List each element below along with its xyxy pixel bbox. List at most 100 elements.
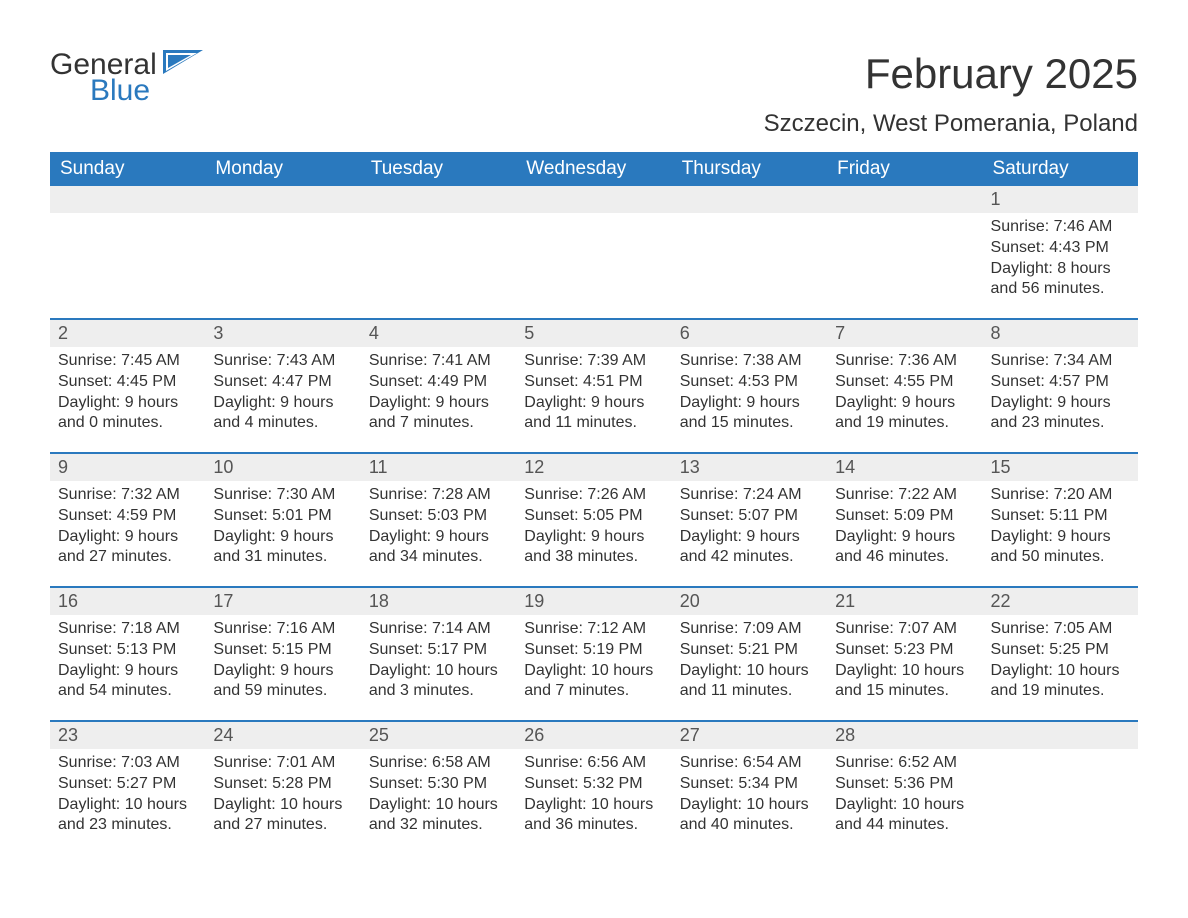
detail-day1: Daylight: 9 hours	[213, 393, 352, 414]
detail-sunrise: Sunrise: 7:30 AM	[213, 485, 352, 506]
calendar-cell: 3Sunrise: 7:43 AMSunset: 4:47 PMDaylight…	[205, 320, 360, 452]
detail-sunset: Sunset: 4:47 PM	[213, 372, 352, 393]
detail-sunrise: Sunrise: 7:07 AM	[835, 619, 974, 640]
detail-sunset: Sunset: 5:13 PM	[58, 640, 197, 661]
day-header-wednesday: Wednesday	[516, 152, 671, 186]
day-number: 21	[827, 588, 982, 615]
calendar-cell: 8Sunrise: 7:34 AMSunset: 4:57 PMDaylight…	[983, 320, 1138, 452]
calendar-cell: 21Sunrise: 7:07 AMSunset: 5:23 PMDayligh…	[827, 588, 982, 720]
weeks-container: 1Sunrise: 7:46 AMSunset: 4:43 PMDaylight…	[50, 186, 1138, 854]
detail-day1: Daylight: 9 hours	[58, 527, 197, 548]
detail-sunrise: Sunrise: 7:38 AM	[680, 351, 819, 372]
day-details: Sunrise: 7:34 AMSunset: 4:57 PMDaylight:…	[983, 347, 1138, 442]
day-number: 14	[827, 454, 982, 481]
calendar-cell: 15Sunrise: 7:20 AMSunset: 5:11 PMDayligh…	[983, 454, 1138, 586]
week-row: 16Sunrise: 7:18 AMSunset: 5:13 PMDayligh…	[50, 586, 1138, 720]
day-details: Sunrise: 6:58 AMSunset: 5:30 PMDaylight:…	[361, 749, 516, 844]
day-header-thursday: Thursday	[672, 152, 827, 186]
day-details: Sunrise: 7:14 AMSunset: 5:17 PMDaylight:…	[361, 615, 516, 710]
detail-day2: and 23 minutes.	[58, 815, 197, 836]
detail-sunrise: Sunrise: 7:18 AM	[58, 619, 197, 640]
detail-sunrise: Sunrise: 7:20 AM	[991, 485, 1130, 506]
detail-day2: and 15 minutes.	[680, 413, 819, 434]
detail-day2: and 31 minutes.	[213, 547, 352, 568]
header: General Blue February 2025 Szczecin, Wes…	[50, 50, 1138, 146]
detail-day2: and 27 minutes.	[58, 547, 197, 568]
day-number	[205, 186, 360, 213]
calendar-cell	[672, 186, 827, 318]
day-number: 25	[361, 722, 516, 749]
day-number	[672, 186, 827, 213]
detail-day2: and 19 minutes.	[835, 413, 974, 434]
detail-sunrise: Sunrise: 7:36 AM	[835, 351, 974, 372]
day-number: 3	[205, 320, 360, 347]
day-details: Sunrise: 7:46 AMSunset: 4:43 PMDaylight:…	[983, 213, 1138, 308]
day-details: Sunrise: 7:38 AMSunset: 4:53 PMDaylight:…	[672, 347, 827, 442]
detail-sunset: Sunset: 5:21 PM	[680, 640, 819, 661]
detail-sunset: Sunset: 5:28 PM	[213, 774, 352, 795]
day-header-tuesday: Tuesday	[361, 152, 516, 186]
calendar-cell: 17Sunrise: 7:16 AMSunset: 5:15 PMDayligh…	[205, 588, 360, 720]
detail-sunset: Sunset: 4:57 PM	[991, 372, 1130, 393]
detail-day2: and 50 minutes.	[991, 547, 1130, 568]
day-number: 27	[672, 722, 827, 749]
detail-sunset: Sunset: 5:07 PM	[680, 506, 819, 527]
detail-day2: and 34 minutes.	[369, 547, 508, 568]
day-number: 28	[827, 722, 982, 749]
detail-sunrise: Sunrise: 7:41 AM	[369, 351, 508, 372]
detail-sunrise: Sunrise: 6:58 AM	[369, 753, 508, 774]
detail-day2: and 4 minutes.	[213, 413, 352, 434]
day-details: Sunrise: 7:22 AMSunset: 5:09 PMDaylight:…	[827, 481, 982, 576]
detail-sunset: Sunset: 5:32 PM	[524, 774, 663, 795]
calendar-cell: 11Sunrise: 7:28 AMSunset: 5:03 PMDayligh…	[361, 454, 516, 586]
detail-day1: Daylight: 9 hours	[524, 527, 663, 548]
detail-sunset: Sunset: 5:27 PM	[58, 774, 197, 795]
day-details: Sunrise: 7:12 AMSunset: 5:19 PMDaylight:…	[516, 615, 671, 710]
detail-sunrise: Sunrise: 7:46 AM	[991, 217, 1130, 238]
calendar-cell: 5Sunrise: 7:39 AMSunset: 4:51 PMDaylight…	[516, 320, 671, 452]
detail-day2: and 44 minutes.	[835, 815, 974, 836]
logo-flag-icon	[163, 50, 203, 74]
calendar-cell: 12Sunrise: 7:26 AMSunset: 5:05 PMDayligh…	[516, 454, 671, 586]
detail-day2: and 46 minutes.	[835, 547, 974, 568]
day-number	[361, 186, 516, 213]
detail-sunset: Sunset: 4:59 PM	[58, 506, 197, 527]
detail-sunrise: Sunrise: 7:14 AM	[369, 619, 508, 640]
month-title: February 2025	[764, 50, 1138, 98]
detail-sunset: Sunset: 5:34 PM	[680, 774, 819, 795]
calendar-cell	[361, 186, 516, 318]
detail-sunset: Sunset: 4:51 PM	[524, 372, 663, 393]
calendar-cell: 9Sunrise: 7:32 AMSunset: 4:59 PMDaylight…	[50, 454, 205, 586]
detail-sunset: Sunset: 5:05 PM	[524, 506, 663, 527]
logo: General Blue	[50, 50, 203, 106]
detail-sunset: Sunset: 4:53 PM	[680, 372, 819, 393]
title-block: February 2025 Szczecin, West Pomerania, …	[764, 50, 1138, 146]
detail-day2: and 23 minutes.	[991, 413, 1130, 434]
detail-day1: Daylight: 10 hours	[369, 795, 508, 816]
day-header-row: Sunday Monday Tuesday Wednesday Thursday…	[50, 152, 1138, 186]
day-number	[50, 186, 205, 213]
detail-day2: and 3 minutes.	[369, 681, 508, 702]
detail-sunset: Sunset: 5:19 PM	[524, 640, 663, 661]
detail-sunrise: Sunrise: 7:09 AM	[680, 619, 819, 640]
detail-sunrise: Sunrise: 7:26 AM	[524, 485, 663, 506]
calendar-cell: 26Sunrise: 6:56 AMSunset: 5:32 PMDayligh…	[516, 722, 671, 854]
day-number: 24	[205, 722, 360, 749]
calendar-cell: 13Sunrise: 7:24 AMSunset: 5:07 PMDayligh…	[672, 454, 827, 586]
day-number: 4	[361, 320, 516, 347]
calendar-cell: 2Sunrise: 7:45 AMSunset: 4:45 PMDaylight…	[50, 320, 205, 452]
calendar-cell: 16Sunrise: 7:18 AMSunset: 5:13 PMDayligh…	[50, 588, 205, 720]
day-number: 19	[516, 588, 671, 615]
day-details: Sunrise: 7:36 AMSunset: 4:55 PMDaylight:…	[827, 347, 982, 442]
detail-day1: Daylight: 9 hours	[369, 527, 508, 548]
detail-sunset: Sunset: 5:36 PM	[835, 774, 974, 795]
day-header-friday: Friday	[827, 152, 982, 186]
day-number: 26	[516, 722, 671, 749]
day-number: 23	[50, 722, 205, 749]
detail-day2: and 54 minutes.	[58, 681, 197, 702]
detail-sunrise: Sunrise: 7:34 AM	[991, 351, 1130, 372]
day-details: Sunrise: 7:16 AMSunset: 5:15 PMDaylight:…	[205, 615, 360, 710]
day-details: Sunrise: 7:30 AMSunset: 5:01 PMDaylight:…	[205, 481, 360, 576]
day-details: Sunrise: 6:54 AMSunset: 5:34 PMDaylight:…	[672, 749, 827, 844]
day-number: 18	[361, 588, 516, 615]
